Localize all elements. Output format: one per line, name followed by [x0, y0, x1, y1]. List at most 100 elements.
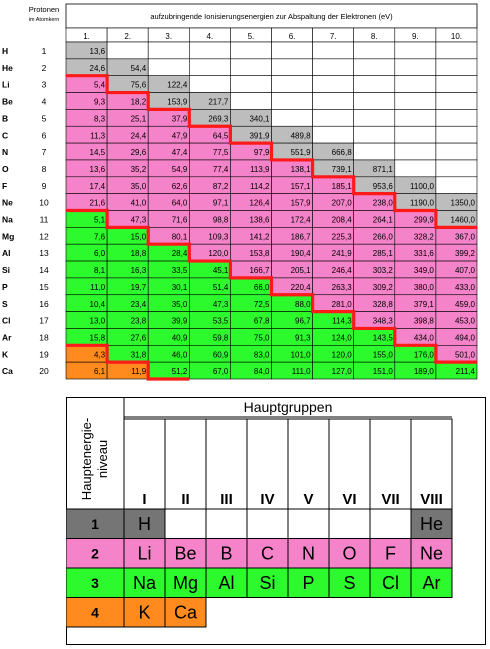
energy-value: 433,0: [455, 283, 476, 292]
energy-cell: [106, 41, 149, 60]
shell-boundary-line: [66, 74, 477, 229]
energy-cell: [312, 58, 355, 76]
energy-cell: [147, 58, 190, 76]
energy-value: 97,1: [213, 199, 229, 208]
group-column-header-box: [410, 418, 453, 510]
energy-value: 51,2: [172, 367, 188, 376]
energy-level-cell: [66, 508, 125, 539]
energy-cell: [394, 41, 437, 60]
side-label-line2: niveau: [95, 440, 110, 478]
energy-value: 299,9: [414, 216, 435, 225]
energy-value: 87,2: [213, 182, 229, 191]
energy-cell: [312, 109, 355, 127]
energy-value: 186,7: [291, 232, 312, 241]
energy-cell: [230, 92, 272, 110]
group-element-cell: [205, 567, 248, 598]
energy-value: 24,4: [131, 131, 147, 140]
proton-count: 5: [42, 113, 47, 123]
energy-value: 35,0: [131, 182, 147, 191]
energy-value: 11,9: [131, 367, 147, 376]
element-symbol: H: [2, 46, 8, 56]
energy-value: 263,3: [332, 283, 353, 292]
group-roman-numeral: VIII: [420, 491, 443, 508]
energy-value: 18,8: [131, 249, 147, 258]
energy-cell: [353, 58, 396, 76]
group-element-symbol: Mg: [173, 573, 198, 593]
energy-value: 225,3: [332, 232, 353, 241]
energy-value: 15,0: [131, 232, 147, 241]
element-symbol: Be: [2, 97, 13, 107]
energy-value: 46,0: [172, 350, 188, 359]
energy-cell: [353, 75, 396, 93]
group-element-cell: [246, 567, 289, 598]
energy-value: 16,3: [131, 266, 147, 275]
proton-count: 2: [42, 63, 47, 73]
energy-value: 459,0: [455, 300, 476, 309]
energy-level-number: 3: [91, 575, 99, 591]
element-symbol: K: [2, 349, 9, 359]
group-element-symbol: C: [261, 544, 274, 564]
energy-value: 1100,0: [410, 182, 434, 191]
group-element-symbol: B: [220, 544, 232, 564]
element-symbol: Mg: [2, 231, 14, 241]
energy-value: 77,4: [213, 165, 229, 174]
energy-value: 380,0: [414, 283, 435, 292]
energy-cell: [312, 75, 355, 93]
energy-value: 10,4: [90, 300, 106, 309]
group-element-symbol: K: [138, 603, 150, 623]
energy-value: 494,0: [455, 333, 476, 342]
energy-cell: [394, 142, 437, 161]
energy-level-cell: [66, 597, 125, 628]
group-element-symbol: Ca: [174, 603, 198, 623]
energy-cell: [353, 125, 396, 144]
element-symbol: He: [2, 63, 13, 73]
proton-count: 11: [40, 215, 49, 225]
energy-value: 953,6: [373, 182, 394, 191]
element-symbol: Ne: [2, 198, 13, 208]
element-symbol: Cl: [2, 316, 11, 326]
energy-value: 141,2: [249, 232, 270, 241]
proton-count: 6: [42, 130, 47, 140]
energy-value: 77,5: [213, 148, 229, 157]
energy-cell: [353, 41, 396, 60]
energy-value: 281,0: [332, 300, 353, 309]
energy-value: 35,0: [172, 300, 188, 309]
energy-level-number: 4: [91, 605, 99, 621]
energy-value: 5,1: [94, 216, 106, 225]
energy-value: 331,6: [414, 249, 435, 258]
energy-value: 1460,0: [451, 216, 476, 225]
energy-value: 54,4: [131, 64, 147, 73]
energy-value: 166,7: [249, 266, 270, 275]
proton-count: 17: [39, 316, 49, 326]
energy-value: 208,4: [332, 216, 353, 225]
energy-value: 739,1: [332, 165, 353, 174]
energy-value: 47,3: [131, 216, 147, 225]
energy-value: 153,9: [167, 98, 188, 107]
energy-value: 30,1: [172, 283, 188, 292]
energy-value: 40,9: [172, 333, 188, 342]
energy-value: 126,4: [249, 199, 270, 208]
energy-cell: [312, 92, 355, 110]
energy-value: 41,0: [131, 199, 147, 208]
ionization-energy-table: Protonen im Atomkern aufzubringende Ionisi…: [2, 3, 478, 381]
energy-value: 138,1: [291, 165, 312, 174]
energy-cell: [394, 125, 437, 144]
group-element-symbol: H: [138, 514, 151, 534]
energy-value: 399,2: [455, 249, 476, 258]
energy-level-number: 2: [91, 546, 99, 562]
proton-count: 1: [42, 46, 47, 56]
energy-value: 62,6: [172, 182, 188, 191]
energy-value: 9,3: [94, 98, 106, 107]
energy-value: 153,8: [249, 249, 270, 258]
group-element-symbol: He: [420, 514, 443, 534]
energy-cell: [394, 75, 437, 93]
energy-value: 96,7: [295, 317, 311, 326]
side-label-group: Hauptenergie-niveau: [79, 418, 110, 500]
energy-value: 60,9: [213, 350, 229, 359]
energy-value: 8,3: [94, 114, 106, 123]
energy-value: 14,5: [90, 148, 106, 157]
energy-value: 11,0: [90, 283, 106, 292]
energy-value: 143,5: [373, 333, 394, 342]
energy-value: 190,4: [291, 249, 312, 258]
energy-value: 264,1: [373, 216, 394, 225]
